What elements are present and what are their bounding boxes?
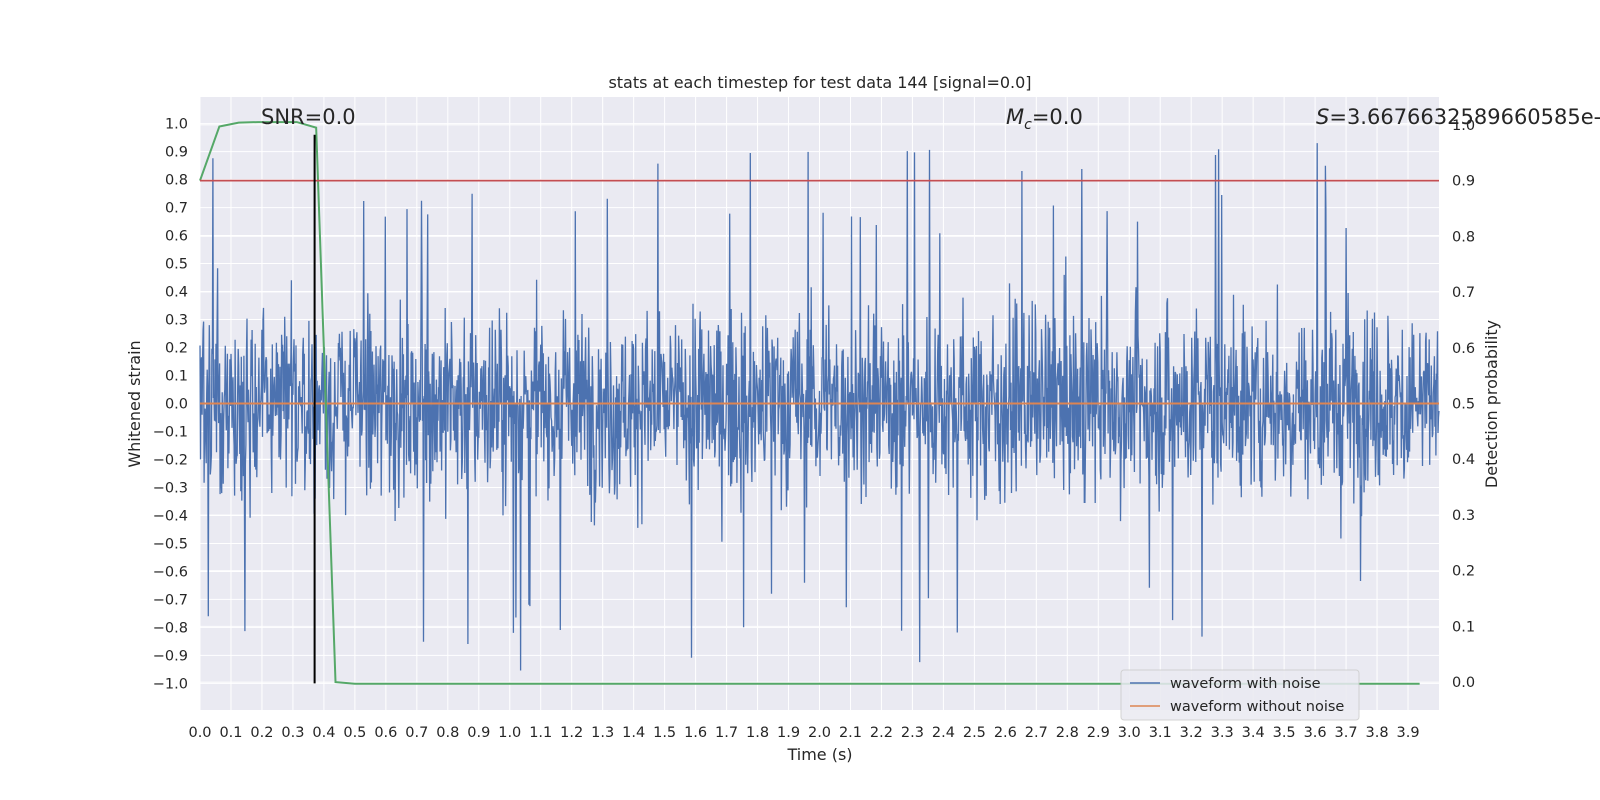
y-tick-label: 0.6 [165,229,188,245]
x-tick-label: 3.5 [1273,725,1296,741]
x-tick-label: 1.1 [529,725,552,741]
annotation-chirp-mass-value: =0.0 [1032,105,1083,129]
x-tick-label: 0.4 [312,725,335,741]
x-tick-label: 1.5 [653,725,676,741]
right-y-tick-label: 0.4 [1452,452,1475,468]
right-y-tick-label: 0.3 [1452,508,1475,524]
x-tick-label: 2.8 [1056,725,1079,741]
x-tick-label: 0.2 [250,725,273,741]
annotation-chirp-mass: Mc=0.0 [1006,105,1083,133]
y-tick-label: −0.7 [153,592,188,608]
y-tick-label: 0.1 [165,369,188,385]
legend: waveform with noise waveform without noi… [1120,669,1360,721]
x-tick-label: 2.6 [994,725,1017,741]
x-tick-label: 2.9 [1087,725,1110,741]
right-y-tick-label: 0.8 [1452,229,1475,245]
right-y-tick-label: 0.6 [1452,341,1475,357]
chart-title: stats at each timestep for test data 144… [608,73,1031,92]
annotation-s: S=3.6676632589660585e- [1316,105,1600,129]
x-tick-label: 0.5 [343,725,366,741]
right-y-axis-ticks: 1.0 0.9 0.8 0.7 0.6 0.5 0.4 0.3 0.2 0.1 0.0 [1452,118,1475,691]
x-tick-label: 2.3 [901,725,924,741]
annotation-s-value: =3.6676632589660585e- [1329,105,1600,129]
x-tick-label: 0.8 [436,725,459,741]
legend-box [1120,669,1360,721]
x-tick-label: 2.0 [808,725,831,741]
x-axis-label: Time (s) [786,745,852,764]
right-y-tick-label: 0.2 [1452,564,1475,580]
x-tick-label: 2.1 [839,725,862,741]
series-waveform-with-noise [199,143,1440,671]
y-tick-label: −1.0 [153,676,188,692]
x-tick-label: 2.7 [1025,725,1048,741]
x-tick-label: 1.7 [715,725,738,741]
x-tick-label: 0.7 [405,725,428,741]
x-tick-label: 1.9 [777,725,800,741]
annotation-chirp-mass-symbol: M [1006,105,1024,129]
right-y-tick-label: 1.0 [1452,118,1475,134]
y-axis-ticks: 1.0 0.9 0.8 0.7 0.6 0.5 0.4 0.3 0.2 0.1 0.0 −0.1 −0.… [153,117,188,693]
annotation-snr: SNR=0.0 [261,105,356,129]
y-tick-label: −0.9 [153,648,188,664]
x-tick-label: 3.3 [1211,725,1234,741]
x-tick-label: 3.2 [1180,725,1203,741]
y-tick-label: 0.5 [165,257,188,273]
y-tick-label: 1.0 [165,117,188,133]
y-tick-label: 0.7 [165,201,188,217]
right-y-tick-label: 0.5 [1452,397,1475,413]
y-tick-label: 0.3 [165,313,188,329]
x-axis-ticks: 0.0 0.1 0.2 0.3 0.4 0.5 0.6 0.7 0.8 0.9 1.0 1.1 1.2 1… [188,725,1419,741]
y-tick-label: 0.9 [165,145,188,161]
annotation-s-symbol: S [1316,105,1329,129]
legend-label-clean: waveform without noise [1170,699,1344,715]
detection-probability-line [199,121,1420,685]
x-tick-label: 3.4 [1242,725,1265,741]
right-y-tick-label: 0.0 [1452,675,1475,691]
y-tick-label: −0.2 [153,452,188,468]
series-detection-probability [199,121,1420,685]
right-y-tick-label: 0.1 [1452,619,1475,635]
y-tick-label: −0.8 [153,620,188,636]
x-tick-label: 1.2 [560,725,583,741]
x-tick-label: 3.6 [1304,725,1327,741]
y-tick-label: −0.4 [153,508,188,524]
right-y-axis-label: Detection probability [1482,320,1501,488]
x-tick-label: 2.2 [870,725,893,741]
x-tick-label: 3.0 [1118,725,1141,741]
x-tick-label: 1.3 [591,725,614,741]
x-tick-label: 0.3 [281,725,304,741]
x-tick-label: 2.4 [932,725,955,741]
x-tick-label: 0.6 [374,725,397,741]
annotation-chirp-mass-subscript: c [1024,117,1032,133]
x-tick-label: 3.1 [1149,725,1172,741]
y-tick-label: −0.5 [153,536,188,552]
y-tick-label: 0.2 [165,341,188,357]
x-tick-label: 0.1 [219,725,242,741]
x-tick-label: 0.0 [188,725,211,741]
right-y-tick-label: 0.9 [1452,174,1475,190]
y-axis-label: Whitened strain [125,340,144,467]
x-tick-label: 1.0 [498,725,521,741]
y-tick-label: 0.4 [165,285,188,301]
x-tick-label: 2.5 [963,725,986,741]
y-tick-label: 0.0 [165,397,188,413]
y-tick-label: 0.8 [165,173,188,189]
x-tick-label: 1.8 [746,725,769,741]
y-tick-label: −0.3 [153,480,188,496]
right-y-tick-label: 0.7 [1452,285,1475,301]
x-tick-label: 3.9 [1396,725,1419,741]
x-tick-label: 1.4 [622,725,645,741]
x-tick-label: 3.8 [1366,725,1389,741]
y-tick-label: −0.1 [153,424,188,440]
x-tick-label: 3.7 [1335,725,1358,741]
y-tick-label: −0.6 [153,564,188,580]
legend-label-noise: waveform with noise [1170,676,1321,692]
waveform-with-noise-line [199,143,1440,671]
x-tick-label: 0.9 [467,725,490,741]
x-tick-label: 1.6 [684,725,707,741]
